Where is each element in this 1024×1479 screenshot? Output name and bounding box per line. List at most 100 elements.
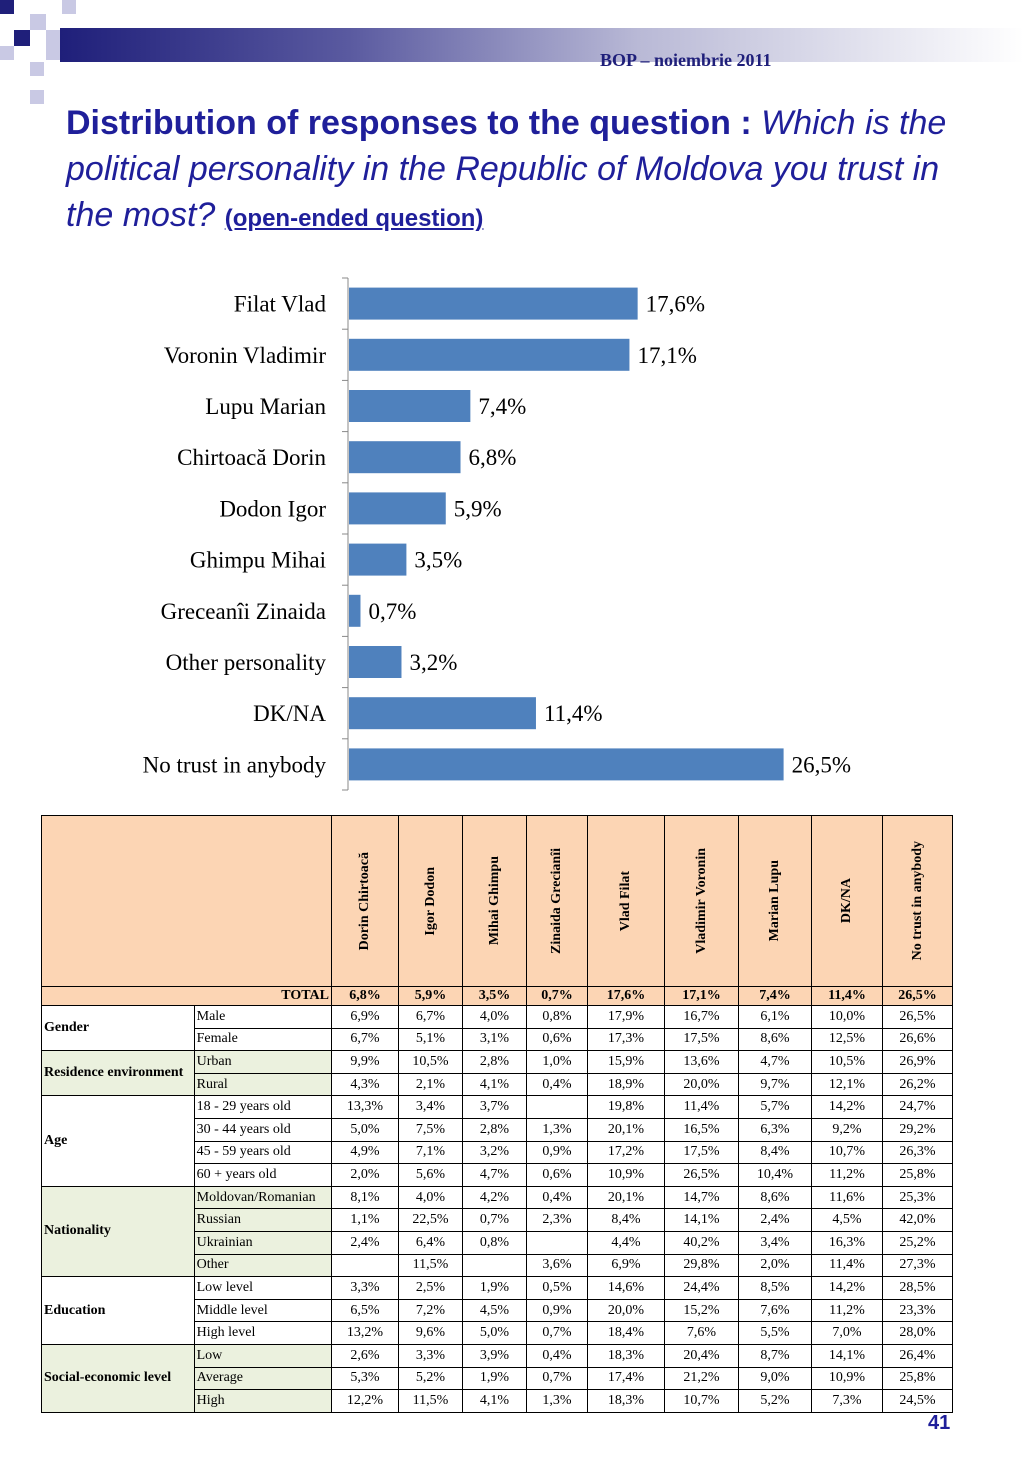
row-label: Other xyxy=(193,1253,333,1278)
table-cell: 2,8% xyxy=(462,1050,527,1074)
group-label: Social-economic level xyxy=(41,1343,195,1413)
table-cell: 14,2% xyxy=(811,1276,883,1300)
table-cell: 14,7% xyxy=(664,1185,739,1210)
table-cell: 5,3% xyxy=(331,1366,399,1391)
table-cell: 12,2% xyxy=(331,1389,399,1413)
table-cell: 17,5% xyxy=(664,1027,739,1052)
title-bold: Distribution of responses to the questio… xyxy=(66,104,762,142)
table-cell: 24,5% xyxy=(882,1389,953,1413)
table-cell: 4,7% xyxy=(462,1163,527,1187)
category-label: Lupu Marian xyxy=(205,394,326,419)
table-cell: 11,5% xyxy=(398,1253,463,1278)
column-header: Marian Lupu xyxy=(738,815,812,987)
total-cell: 7,4% xyxy=(738,986,812,1006)
table-cell: 18,3% xyxy=(587,1343,665,1368)
bar xyxy=(349,441,461,474)
table-cell: 3,2% xyxy=(462,1140,527,1165)
table-cell: 10,5% xyxy=(398,1050,463,1074)
table-cell: 26,5% xyxy=(664,1163,739,1187)
table-cell: 11,4% xyxy=(811,1253,883,1278)
header-blank xyxy=(41,815,332,987)
table-cell: 8,7% xyxy=(738,1343,812,1368)
total-cell: 0,7% xyxy=(526,986,588,1006)
table-cell: 8,5% xyxy=(738,1276,812,1300)
column-header-label: Mihai Ghimpu xyxy=(486,856,502,946)
row-label: Russian xyxy=(193,1208,333,1232)
table-cell: 3,4% xyxy=(738,1230,812,1255)
data-label: 26,5% xyxy=(792,752,851,777)
row-label: Low xyxy=(193,1343,333,1368)
table-cell: 17,3% xyxy=(587,1027,665,1052)
table-cell: 20,0% xyxy=(664,1072,739,1097)
table-cell: 15,2% xyxy=(664,1298,739,1323)
column-header-label: Vladimir Voronin xyxy=(693,848,709,954)
table-cell: 1,9% xyxy=(462,1276,527,1300)
table-cell: 13,3% xyxy=(331,1095,399,1119)
row-label: Middle level xyxy=(193,1298,333,1323)
table-cell: 42,0% xyxy=(882,1208,953,1232)
table-cell: 0,8% xyxy=(462,1230,527,1255)
table-cell: 26,6% xyxy=(882,1027,953,1052)
table-cell: 0,9% xyxy=(526,1298,588,1323)
column-header: No trust in anybody xyxy=(882,815,953,987)
table-row: Nationality Moldovan/Romanian 8,1% 4,0% 4,2%… xyxy=(41,1185,953,1278)
table-cell: 10,4% xyxy=(738,1163,812,1187)
table-cell: 3,3% xyxy=(331,1276,399,1300)
total-cell: 5,9% xyxy=(398,986,463,1006)
table-cell: 25,8% xyxy=(882,1163,953,1187)
table-cell: 0,6% xyxy=(526,1163,588,1187)
table-cell: 3,6% xyxy=(526,1253,588,1278)
table-cell: 2,0% xyxy=(331,1163,399,1187)
table-cell: 12,1% xyxy=(811,1072,883,1097)
table-cell: 0,9% xyxy=(526,1140,588,1165)
table-cell: 0,5% xyxy=(526,1276,588,1300)
bar xyxy=(349,338,630,371)
row-label: Ukrainian xyxy=(193,1230,333,1255)
group-label: Education xyxy=(41,1276,195,1345)
table-cell: 7,5% xyxy=(398,1117,463,1142)
table-cell: 18,4% xyxy=(587,1321,665,1345)
data-label: 7,4% xyxy=(478,394,526,419)
total-cell: 17,6% xyxy=(587,986,665,1006)
category-label: Filat Vlad xyxy=(234,292,327,317)
column-header: DK/NA xyxy=(811,815,883,987)
table-cell: 4,1% xyxy=(462,1389,527,1413)
bar xyxy=(349,646,402,678)
table-cell: 7,3% xyxy=(811,1389,883,1413)
row-label: Female xyxy=(193,1027,333,1052)
table-cell: 2,5% xyxy=(398,1276,463,1300)
table-cell: 11,4% xyxy=(664,1095,739,1119)
table-cell: 1,0% xyxy=(526,1050,588,1074)
total-label: TOTAL xyxy=(41,986,332,1006)
bar xyxy=(349,748,784,781)
table-cell: 6,9% xyxy=(587,1253,665,1278)
column-header: Vladimir Voronin xyxy=(664,815,739,987)
table-cell: 3,9% xyxy=(462,1343,527,1368)
table-cell: 2,4% xyxy=(738,1208,812,1232)
table-row: 45 - 59 years old 4,9% 7,1% 3,2% 0,9% 17,2% 17… xyxy=(42,1140,953,1165)
column-header: Mihai Ghimpu xyxy=(462,815,527,987)
bar xyxy=(349,543,407,576)
table-cell: 28,5% xyxy=(882,1276,953,1300)
table-cell: 27,3% xyxy=(882,1253,953,1278)
table-cell xyxy=(462,1253,527,1278)
column-header-label: No trust in anybody xyxy=(909,841,925,961)
table-cell: 1,1% xyxy=(331,1208,399,1232)
table-cell: 2,6% xyxy=(331,1343,399,1368)
table-cell: 26,5% xyxy=(882,1005,953,1029)
table-cell: 1,3% xyxy=(526,1117,588,1142)
table-cell: 25,2% xyxy=(882,1230,953,1255)
data-label: 0,7% xyxy=(368,599,416,624)
table-cell: 7,0% xyxy=(811,1321,883,1345)
row-label: Male xyxy=(193,1005,333,1029)
table-cell: 0,4% xyxy=(526,1072,588,1097)
row-label: Rural xyxy=(193,1072,333,1097)
column-header: Igor Dodon xyxy=(398,815,463,987)
table-cell: 3,3% xyxy=(398,1343,463,1368)
table-cell: 29,2% xyxy=(882,1117,953,1142)
title-note: (open-ended question) xyxy=(224,205,484,232)
row-label: Low level xyxy=(193,1276,333,1300)
table-cell: 5,0% xyxy=(331,1117,399,1142)
table-cell: 20,1% xyxy=(587,1185,665,1210)
table-cell: 14,6% xyxy=(587,1276,665,1300)
